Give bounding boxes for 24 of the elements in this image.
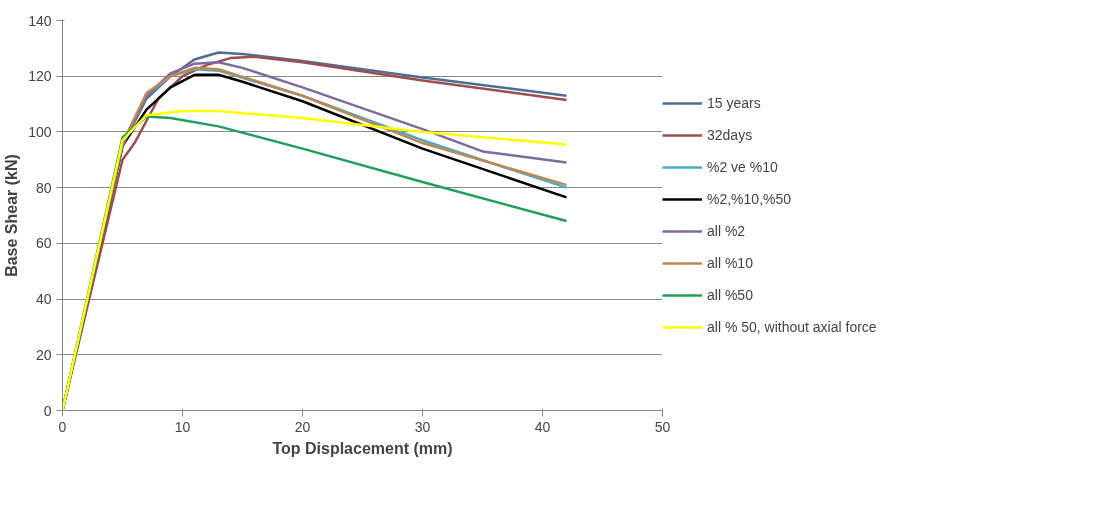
x-tick-label: 0 (58, 418, 67, 435)
x-tick-label: 50 (654, 418, 671, 435)
y-tick-label: 140 (28, 12, 52, 29)
legend-label: all %10 (707, 255, 753, 271)
y-tick-label: 80 (35, 179, 52, 196)
x-tick-label: 10 (174, 418, 191, 435)
legend-label: 15 years (707, 95, 761, 111)
legend-label: all %2 (707, 223, 746, 239)
legend-label: %2 ve %10 (707, 159, 778, 175)
y-axis-title: Base Shear (kN) (3, 154, 21, 277)
x-tick-label: 20 (294, 418, 311, 435)
x-tick-label: 40 (534, 418, 551, 435)
legend-label: 32days (707, 127, 753, 143)
legend-label: all %50 (707, 287, 753, 303)
x-tick-label: 30 (414, 418, 431, 435)
y-tick-label: 0 (43, 402, 52, 419)
x-axis-title: Top Displacement (mm) (272, 439, 453, 457)
y-tick-label: 60 (35, 235, 52, 252)
y-tick-label: 20 (35, 346, 52, 363)
legend-label: %2,%10,%50 (707, 191, 792, 207)
legend-label: all % 50, without axial force (707, 319, 877, 335)
y-tick-label: 120 (28, 68, 52, 85)
y-tick-label: 100 (28, 123, 52, 140)
y-tick-label: 40 (35, 291, 52, 308)
